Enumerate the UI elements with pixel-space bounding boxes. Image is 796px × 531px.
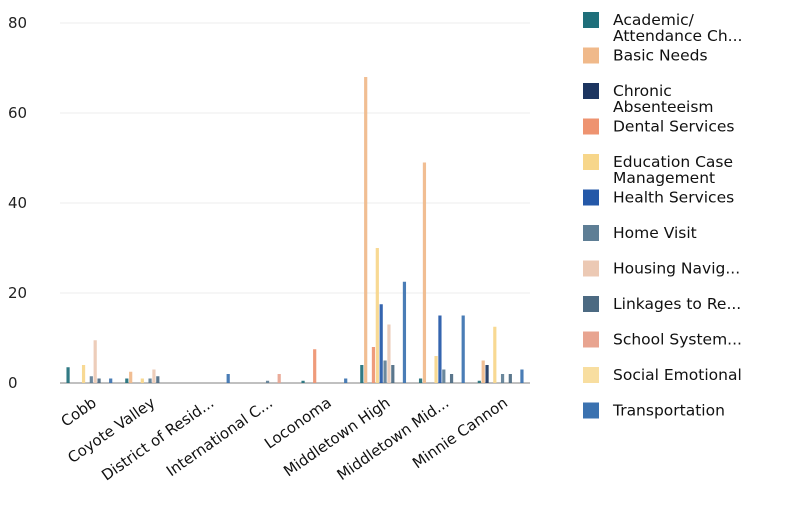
legend-label: Social Emotional bbox=[613, 366, 742, 384]
legend-label: Health Services bbox=[613, 189, 734, 207]
bar bbox=[371, 347, 376, 383]
bar bbox=[344, 378, 348, 383]
legend-swatch bbox=[583, 154, 599, 170]
bar bbox=[109, 378, 113, 383]
bar bbox=[520, 369, 524, 383]
bar bbox=[301, 380, 305, 383]
legend-label-line: Health Services bbox=[613, 189, 734, 207]
legend-swatch bbox=[583, 47, 599, 64]
legend-label-line: Basic Needs bbox=[613, 47, 708, 65]
bar bbox=[277, 374, 281, 383]
bar bbox=[422, 162, 427, 383]
bar bbox=[387, 324, 391, 383]
legend-label: Basic Needs bbox=[613, 47, 708, 65]
y-tick-label: 80 bbox=[8, 14, 27, 32]
bar bbox=[125, 378, 129, 383]
legend-swatch bbox=[583, 225, 599, 241]
bar bbox=[461, 315, 465, 383]
legend-label: Academic/Attendance Ch... bbox=[613, 11, 742, 45]
bar bbox=[391, 365, 395, 383]
legend-label-line: Attendance Ch... bbox=[613, 27, 742, 45]
legend-label-line: Social Emotional bbox=[613, 366, 742, 384]
bar bbox=[481, 360, 485, 383]
bar bbox=[89, 376, 93, 383]
y-tick-label: 40 bbox=[8, 194, 27, 212]
legend-swatch bbox=[583, 296, 599, 312]
bar bbox=[156, 376, 160, 383]
bar bbox=[364, 77, 368, 383]
legend-swatch bbox=[583, 118, 599, 135]
legend-label-line: Dental Services bbox=[613, 118, 734, 136]
legend-label-line: Academic/ bbox=[613, 11, 695, 29]
bar bbox=[402, 281, 407, 383]
bar bbox=[93, 340, 97, 383]
legend-label: Dental Services bbox=[613, 118, 734, 136]
y-tick-label: 0 bbox=[8, 374, 18, 392]
x-category-label: International C... bbox=[163, 394, 276, 481]
bar bbox=[129, 371, 133, 383]
legend-label-line: Absenteeism bbox=[613, 98, 714, 116]
bar bbox=[442, 369, 446, 383]
bar bbox=[152, 369, 156, 383]
bar bbox=[418, 378, 423, 383]
legend-label-line: Transportation bbox=[612, 402, 725, 420]
legend-label: School System... bbox=[613, 331, 742, 349]
bar bbox=[375, 248, 379, 383]
legend-swatch bbox=[583, 367, 599, 383]
legend-swatch bbox=[583, 402, 599, 419]
bar bbox=[379, 304, 383, 383]
bar bbox=[81, 365, 86, 383]
legend-swatch bbox=[583, 260, 599, 277]
bar bbox=[313, 349, 317, 383]
bar bbox=[438, 315, 442, 383]
legend-label-line: Chronic bbox=[613, 82, 672, 100]
legend-label: Transportation bbox=[612, 402, 725, 420]
bar bbox=[226, 374, 230, 383]
legend-label-line: Linkages to Re... bbox=[613, 295, 741, 313]
legend-label-line: Management bbox=[613, 169, 715, 187]
bar bbox=[383, 360, 387, 383]
x-category-label: Cobb bbox=[58, 394, 100, 431]
legend-swatch bbox=[583, 331, 599, 348]
legend-label: Chronic Absenteeism bbox=[613, 82, 714, 116]
bar bbox=[500, 374, 505, 383]
legend-swatch bbox=[583, 83, 599, 99]
legend-label-line: Education Case bbox=[613, 153, 733, 171]
legend-label: Housing Navig... bbox=[613, 260, 740, 278]
y-tick-label: 20 bbox=[8, 284, 27, 302]
legend-label: Home Visit bbox=[613, 224, 697, 242]
bar bbox=[434, 356, 438, 383]
legend-swatch bbox=[583, 12, 599, 28]
bar bbox=[148, 378, 152, 383]
legend-label: Education Case Management bbox=[613, 153, 733, 187]
legend-swatch bbox=[583, 189, 599, 206]
bar bbox=[485, 365, 489, 383]
bar bbox=[66, 367, 70, 383]
bar bbox=[508, 374, 512, 383]
bar bbox=[140, 378, 144, 383]
bar bbox=[449, 374, 454, 383]
legend-label-line: Housing Navig... bbox=[613, 260, 740, 278]
y-tick-label: 60 bbox=[8, 104, 27, 122]
legend-label: Linkages to Re... bbox=[613, 295, 741, 313]
bar bbox=[265, 380, 270, 383]
bar bbox=[493, 326, 497, 383]
bar bbox=[360, 365, 364, 383]
legend-label-line: Home Visit bbox=[613, 224, 697, 242]
bar bbox=[477, 380, 481, 383]
legend-label-line: School System... bbox=[613, 331, 742, 349]
bar bbox=[97, 378, 101, 383]
